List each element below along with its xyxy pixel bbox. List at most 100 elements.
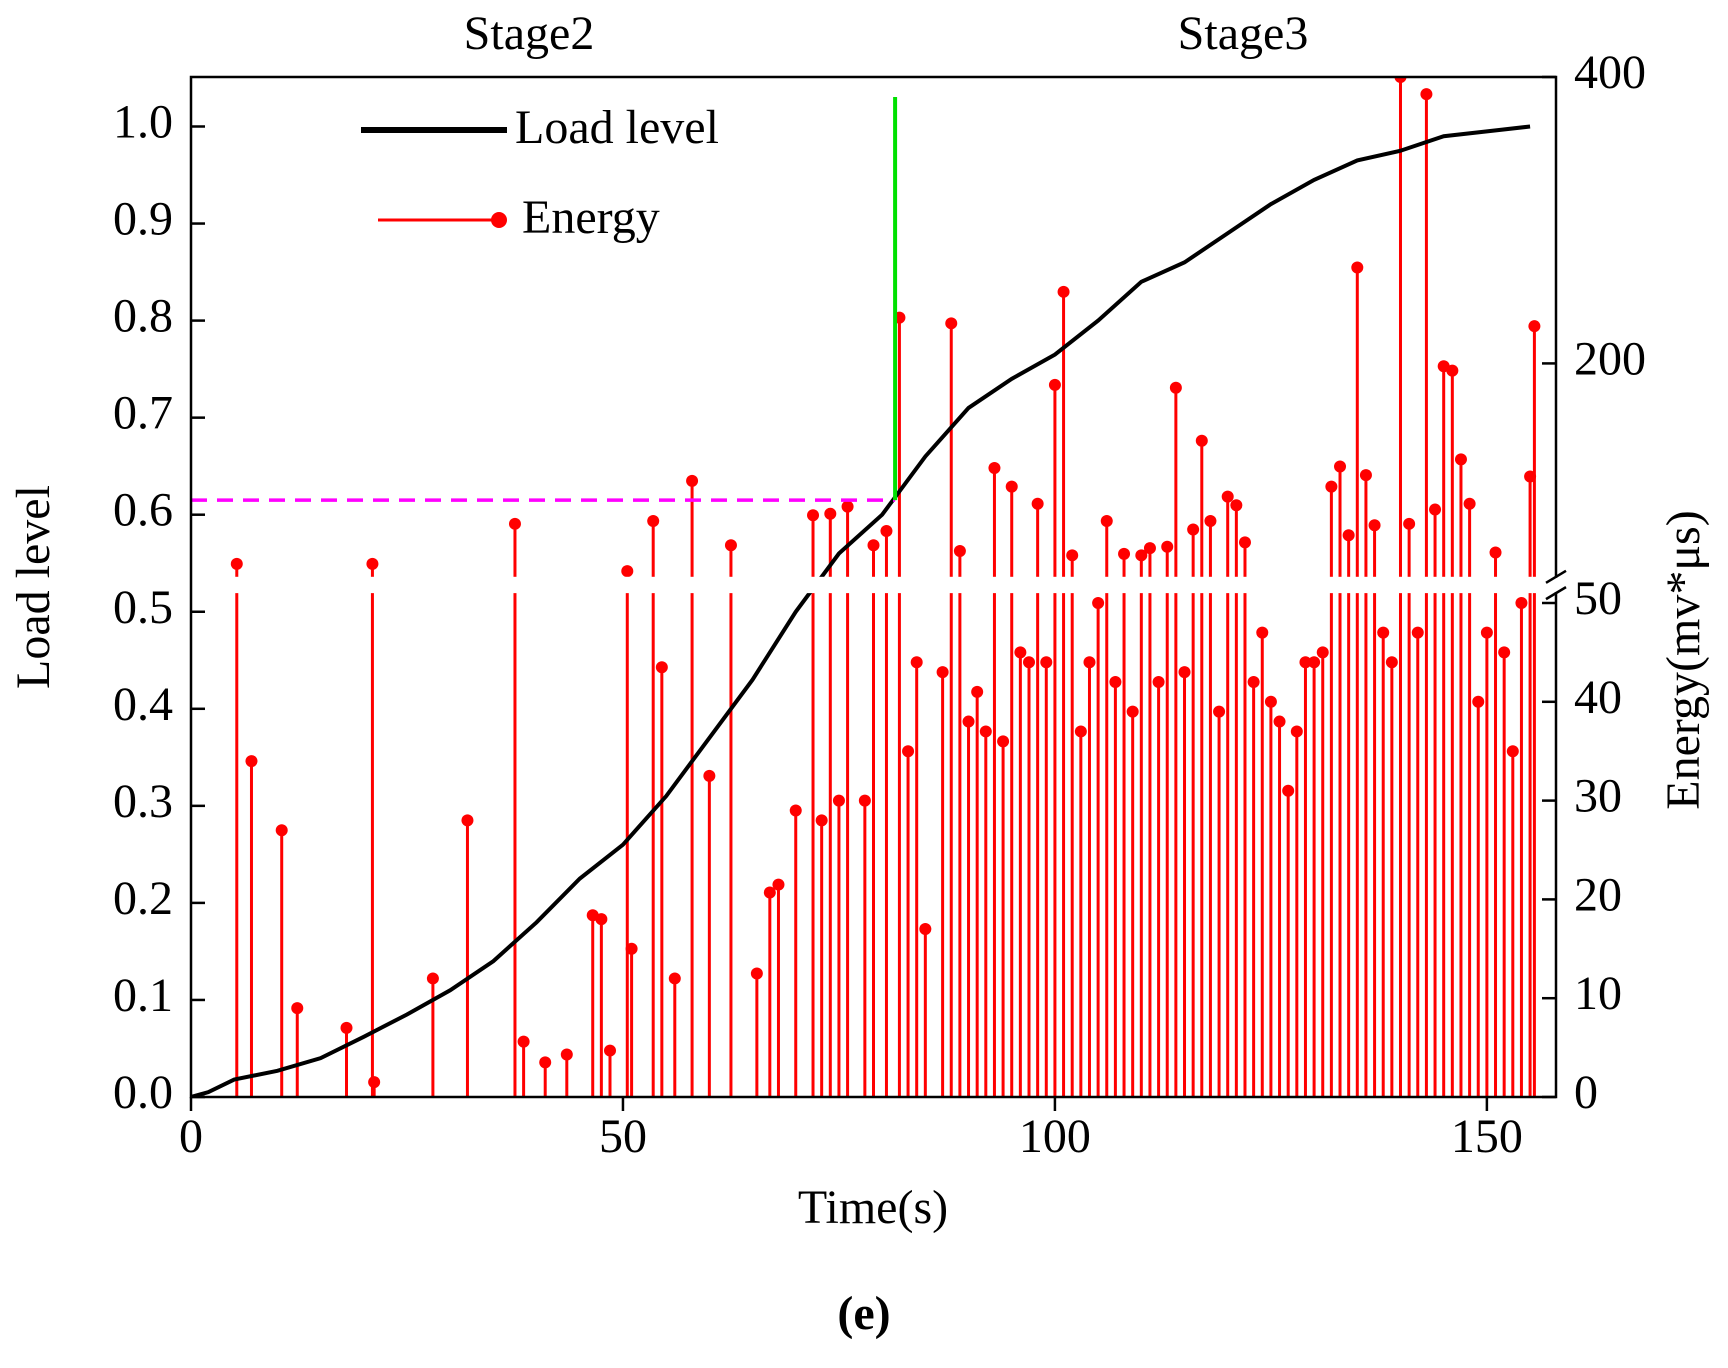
energy-point bbox=[1161, 540, 1174, 553]
energy-point bbox=[910, 656, 923, 669]
energy-point bbox=[1454, 453, 1467, 466]
energy-point bbox=[366, 557, 379, 570]
y2-tick-label: 200 bbox=[1574, 332, 1646, 385]
y2-tick-label: 0 bbox=[1574, 1066, 1598, 1119]
energy-point bbox=[1083, 656, 1096, 669]
energy-point bbox=[625, 942, 638, 955]
y-tick-label: 1.0 bbox=[113, 96, 173, 149]
axis-break-gap bbox=[1553, 577, 1559, 593]
energy-point bbox=[962, 715, 975, 728]
energy-point bbox=[655, 661, 668, 674]
x-tick-label: 0 bbox=[179, 1110, 203, 1163]
energy-point bbox=[1247, 676, 1260, 689]
energy-point bbox=[1463, 497, 1476, 510]
energy-point bbox=[1394, 77, 1407, 83]
energy-point bbox=[1515, 597, 1528, 609]
energy-point bbox=[686, 474, 699, 487]
energy-point bbox=[1359, 469, 1372, 482]
energy-point bbox=[1385, 656, 1398, 669]
energy-point bbox=[703, 769, 716, 782]
energy-point bbox=[1152, 676, 1165, 689]
energy-point bbox=[245, 755, 258, 768]
legend-swatch bbox=[491, 212, 507, 228]
energy-point bbox=[945, 317, 958, 330]
legend-label: Load level bbox=[515, 101, 719, 154]
y2-tick-label: 10 bbox=[1574, 967, 1622, 1020]
energy-point bbox=[1230, 499, 1243, 512]
energy-point bbox=[1480, 626, 1493, 639]
energy-point bbox=[1195, 434, 1208, 447]
energy-point bbox=[1325, 480, 1338, 493]
y-tick-label: 0.4 bbox=[113, 678, 173, 731]
energy-point bbox=[841, 500, 854, 513]
energy-point bbox=[1178, 666, 1191, 679]
energy-point bbox=[426, 972, 439, 985]
axis-break-mark bbox=[1545, 569, 1567, 584]
energy-point bbox=[1135, 549, 1148, 562]
energy-point bbox=[1446, 364, 1459, 377]
energy-point bbox=[1528, 320, 1541, 333]
energy-point bbox=[979, 725, 992, 738]
energy-point bbox=[508, 517, 521, 530]
x-axis-label: Time(s) bbox=[798, 1181, 948, 1234]
energy-point bbox=[763, 886, 776, 899]
energy-point bbox=[539, 1056, 552, 1069]
energy-point bbox=[461, 814, 474, 827]
energy-point bbox=[340, 1021, 353, 1034]
energy-point bbox=[1334, 460, 1347, 473]
energy-point bbox=[1057, 285, 1070, 298]
y-tick-label: 0.2 bbox=[113, 872, 173, 925]
y2-tick-label: 50 bbox=[1574, 572, 1622, 625]
energy-point bbox=[1031, 497, 1044, 510]
energy-point bbox=[953, 545, 966, 558]
y2-axis-label: Energy(mv*μs) bbox=[1657, 510, 1710, 809]
energy-point bbox=[1092, 597, 1105, 609]
energy-point bbox=[807, 509, 820, 522]
y2-tick-label: 400 bbox=[1574, 46, 1646, 99]
energy-point bbox=[1014, 646, 1027, 659]
x-tick-label: 50 bbox=[599, 1110, 647, 1163]
axis-break-gap bbox=[193, 576, 1588, 594]
energy-point bbox=[1187, 523, 1200, 536]
energy-point bbox=[1040, 656, 1053, 669]
energy-point bbox=[1377, 626, 1390, 639]
energy-point bbox=[902, 745, 915, 758]
energy-point bbox=[1005, 480, 1018, 493]
energy-point bbox=[291, 1002, 304, 1015]
energy-point bbox=[789, 804, 802, 817]
axis-break-mark bbox=[1545, 586, 1567, 601]
y-tick-label: 0.5 bbox=[113, 581, 173, 634]
energy-point bbox=[1126, 705, 1139, 718]
energy-point bbox=[1506, 745, 1519, 758]
y-tick-label: 0.0 bbox=[113, 1066, 173, 1119]
energy-point bbox=[647, 514, 660, 527]
energy-point bbox=[368, 1076, 381, 1089]
energy-point bbox=[867, 539, 880, 552]
legend-label: Energy bbox=[522, 191, 660, 244]
load-line bbox=[191, 124, 1531, 1097]
energy-point bbox=[1221, 490, 1234, 503]
energy-point bbox=[1489, 546, 1502, 559]
energy-point bbox=[1264, 695, 1277, 708]
x-tick-label: 150 bbox=[1451, 1110, 1523, 1163]
y2-tick-label: 30 bbox=[1574, 770, 1622, 823]
energy-point bbox=[275, 824, 288, 837]
energy-point bbox=[1429, 503, 1442, 516]
energy-point bbox=[824, 507, 837, 520]
y2-tick-label: 20 bbox=[1574, 868, 1622, 921]
energy-point bbox=[988, 461, 1001, 474]
energy-point bbox=[1066, 549, 1079, 562]
energy-point bbox=[971, 685, 984, 698]
energy-point bbox=[1023, 656, 1036, 669]
energy-point bbox=[1420, 88, 1433, 101]
plot-area bbox=[191, 77, 1541, 1097]
energy-point bbox=[1342, 529, 1355, 542]
energy-point bbox=[1282, 784, 1295, 797]
energy-point bbox=[668, 972, 681, 985]
energy-point bbox=[1290, 725, 1303, 738]
energy-point bbox=[936, 666, 949, 679]
energy-point bbox=[1299, 656, 1312, 669]
energy-point bbox=[772, 878, 785, 891]
energy-point bbox=[621, 565, 634, 578]
